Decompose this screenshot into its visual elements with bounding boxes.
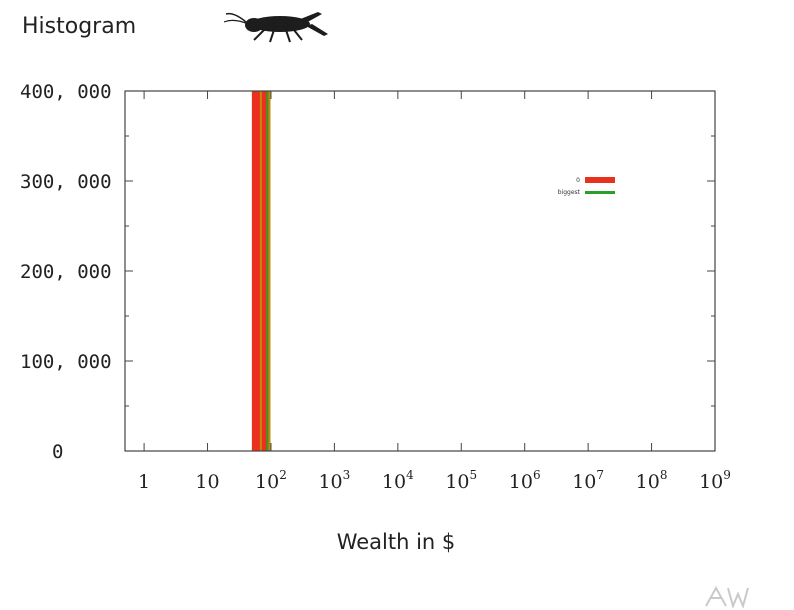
legend-label-0: 0	[576, 177, 580, 184]
legend-swatch-0	[585, 177, 615, 183]
x-tick-label: 108	[636, 468, 668, 493]
y-tick-label: 0	[52, 441, 63, 463]
legend-swatch-biggest	[585, 191, 615, 194]
slide-title: Histogram	[22, 14, 137, 39]
x-tick-label: 10	[195, 471, 219, 493]
y-tick-label: 100, 000	[20, 351, 112, 373]
x-tick-label: 104	[382, 468, 414, 493]
x-tick-label: 1	[138, 471, 150, 493]
cricket-icon	[224, 12, 328, 43]
bar-zero-0	[251, 91, 267, 451]
bar-overlay-stripe-1	[268, 91, 271, 451]
x-tick-label: 107	[572, 468, 604, 493]
y-tick-label: 200, 000	[20, 261, 112, 283]
x-axis-label: Wealth in $	[337, 530, 456, 554]
plot-frame	[124, 90, 716, 452]
x-tick-label: 102	[255, 468, 287, 493]
legend-label-biggest: biggest	[558, 189, 581, 196]
x-tick-label: 109	[699, 468, 731, 493]
legend: 0 biggest	[558, 177, 615, 196]
x-tick-label: 106	[509, 468, 541, 493]
aw-logo-icon	[705, 586, 749, 608]
x-tick-label: 105	[445, 468, 477, 493]
bar-overlay-stripe-0	[259, 91, 262, 451]
bar-biggest-0	[266, 91, 269, 451]
x-tick-label: 103	[318, 468, 350, 493]
y-tick-label: 400, 000	[20, 81, 112, 103]
y-tick-label: 300, 000	[20, 171, 112, 193]
